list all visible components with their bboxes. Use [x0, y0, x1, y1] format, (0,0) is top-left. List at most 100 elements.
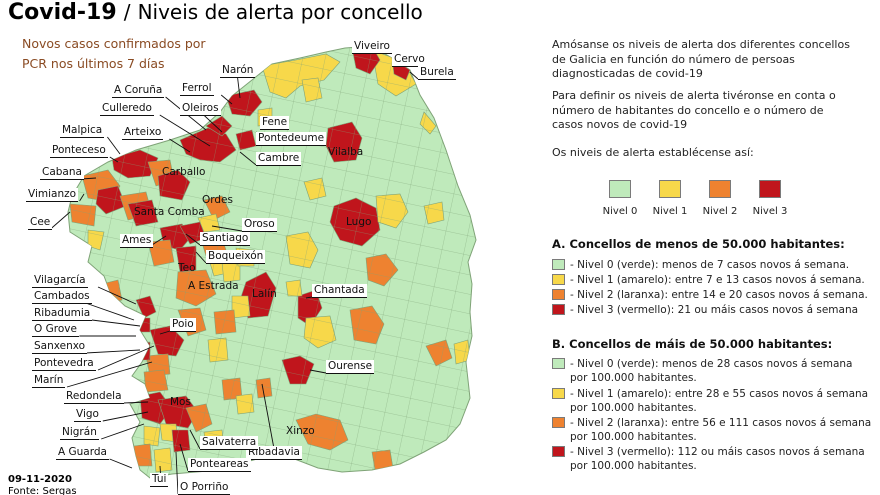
municipality-label: Oleiros — [180, 102, 221, 116]
municipality-label: Malpica — [60, 124, 105, 138]
label-leader-line — [237, 76, 241, 99]
label-leader-line — [159, 330, 171, 335]
label-leader-line — [175, 451, 179, 495]
municipality-label: Teo — [178, 262, 196, 274]
legend-b-text-3: - Nivel 3 (vermello): 112 ou máis casos … — [570, 446, 865, 472]
legend-b-box-2 — [552, 417, 565, 428]
municipality-label: Vigo — [74, 408, 101, 422]
legend-a-box-2 — [552, 289, 565, 300]
map-date: 09-11-2020 — [8, 474, 72, 485]
legend-b-nivel-1: - Nivel 1 (amarelo): entre 28 e 55 casos… — [552, 387, 872, 415]
label-leader-line — [109, 458, 133, 469]
legend-a-box-1 — [552, 274, 565, 285]
municipality-label: Xinzo — [286, 425, 315, 437]
intro-paragraph-2: Para definir os niveis de alerta tivéron… — [552, 89, 836, 131]
swatch-box-1 — [659, 180, 681, 198]
municipality-label: Cee — [28, 216, 53, 230]
legend-a-box-0 — [552, 259, 565, 270]
municipality-label: Boqueixón — [206, 250, 266, 264]
legend-a-nivel-1: - Nivel 1 (amarelo): entre 7 e 13 casos … — [552, 273, 872, 287]
subtitle: Novos casos confirmados por PCR nos últi… — [22, 36, 206, 71]
legend-a-box-3 — [552, 304, 565, 315]
legend-b-nivel-3: - Nivel 3 (vermello): 112 ou máis casos … — [552, 445, 872, 473]
municipality-label: Lugo — [346, 216, 372, 228]
municipality-label: Mos — [170, 396, 191, 408]
label-leader-line — [85, 302, 135, 321]
municipality-label: Pontevedra — [32, 357, 96, 371]
municipality-label: Poio — [170, 318, 196, 332]
municipality-label: Santiago — [200, 232, 251, 246]
swatch-box-3 — [759, 180, 781, 198]
label-leader-line — [239, 151, 257, 166]
legend-b-nivel-2: - Nivel 2 (laranxa): entre 56 e 111 caso… — [552, 416, 872, 444]
intro-paragraph-3: Os niveis de alerta establécense así: — [552, 146, 754, 159]
municipality-label: Ponteceso — [50, 144, 108, 158]
municipality-label: Salvaterra — [200, 436, 259, 450]
legend-b-box-3 — [552, 446, 565, 457]
municipality-area-level-2 — [119, 309, 135, 331]
legend-a-text-2: - Nivel 2 (laranxa): entre 14 e 20 casos… — [570, 289, 868, 301]
municipality-label: Chantada — [312, 284, 367, 298]
swatch-box-2 — [709, 180, 731, 198]
page-title: Covid-19 / Niveis de alerta por concello — [8, 0, 423, 25]
label-leader-line — [101, 423, 145, 440]
label-leader-line — [123, 401, 149, 404]
label-leader-line — [50, 211, 71, 230]
municipality-label: Ribadavia — [246, 446, 302, 460]
label-leader-line — [91, 319, 141, 327]
municipality-label: Vilalba — [328, 146, 364, 158]
label-leader-line — [66, 361, 153, 388]
legend-a-text-3: - Nivel 3 (vermello): 21 ou máis casos n… — [570, 304, 859, 316]
municipality-label: Ourense — [326, 360, 375, 374]
swatch-label-0: Nivel 0 — [602, 206, 638, 217]
title-text: Niveis de alerta por concello — [137, 0, 423, 24]
municipality-label: Ames — [120, 234, 154, 248]
label-leader-line — [102, 411, 149, 422]
legend-a-nivel-2: - Nivel 2 (laranxa): entre 14 e 20 casos… — [552, 288, 872, 302]
map-source: Fonte: Sergas — [8, 486, 77, 495]
swatch-label-2: Nivel 2 — [702, 206, 738, 217]
municipality-label: Burela — [418, 66, 456, 80]
municipality-label: Santa Comba — [134, 206, 205, 218]
municipality-label: Sanxenxo — [32, 340, 88, 354]
municipality-label: O Grove — [32, 323, 79, 337]
legend-a-text-1: - Nivel 1 (amarelo): entre 7 e 13 casos … — [570, 274, 865, 286]
label-leader-line — [309, 369, 327, 374]
municipality-label: Cabana — [40, 166, 84, 180]
label-leader-line — [211, 225, 243, 232]
label-leader-line — [305, 296, 313, 299]
section-a-heading: A. Concellos de menos de 50.000 habitant… — [552, 237, 845, 251]
swatch-nivel-2: Nivel 2 — [690, 180, 750, 217]
municipality-label: Culleredo — [100, 102, 154, 116]
title-covid: Covid-19 — [8, 0, 117, 25]
label-leader-line — [203, 114, 223, 133]
municipality-label: Cervo — [392, 53, 427, 67]
municipality-label: A Estrada — [188, 280, 239, 292]
municipality-label: Narón — [220, 64, 256, 78]
label-leader-line — [189, 429, 201, 450]
legend-b-box-1 — [552, 388, 565, 399]
municipality-label: Nigrán — [60, 426, 99, 440]
label-leader-line — [107, 136, 121, 155]
municipality-label: Ribadumia — [32, 307, 93, 321]
label-leader-line — [109, 156, 119, 163]
label-leader-line — [185, 233, 201, 246]
intro-paragraph-1: Amósanse os niveis de alerta dos diferen… — [552, 38, 850, 80]
municipality-label: Arteixo — [122, 126, 164, 140]
swatch-nivel-3: Nivel 3 — [740, 180, 800, 217]
municipality-label: Ferrol — [180, 82, 214, 96]
legend-b-box-0 — [552, 358, 565, 369]
legend-b-text-0: - Nivel 0 (verde): menos de 28 casos nov… — [570, 358, 853, 384]
section-b-heading: B. Concellos de máis de 50.000 habitante… — [552, 337, 833, 351]
swatch-label-3: Nivel 3 — [752, 206, 788, 217]
label-leader-line — [85, 349, 141, 354]
municipality-label: Ponteareas — [188, 458, 251, 472]
swatch-nivel-1: Nivel 1 — [640, 180, 700, 217]
municipality-label: O Porriño — [178, 481, 231, 495]
municipality-label: A Coruña — [112, 84, 165, 98]
municipality-label: Redondela — [64, 390, 124, 404]
label-leader-line — [79, 193, 85, 202]
swatch-box-0 — [609, 180, 631, 198]
label-leader-line — [195, 251, 207, 264]
municipality-label: A Guarda — [56, 446, 109, 460]
